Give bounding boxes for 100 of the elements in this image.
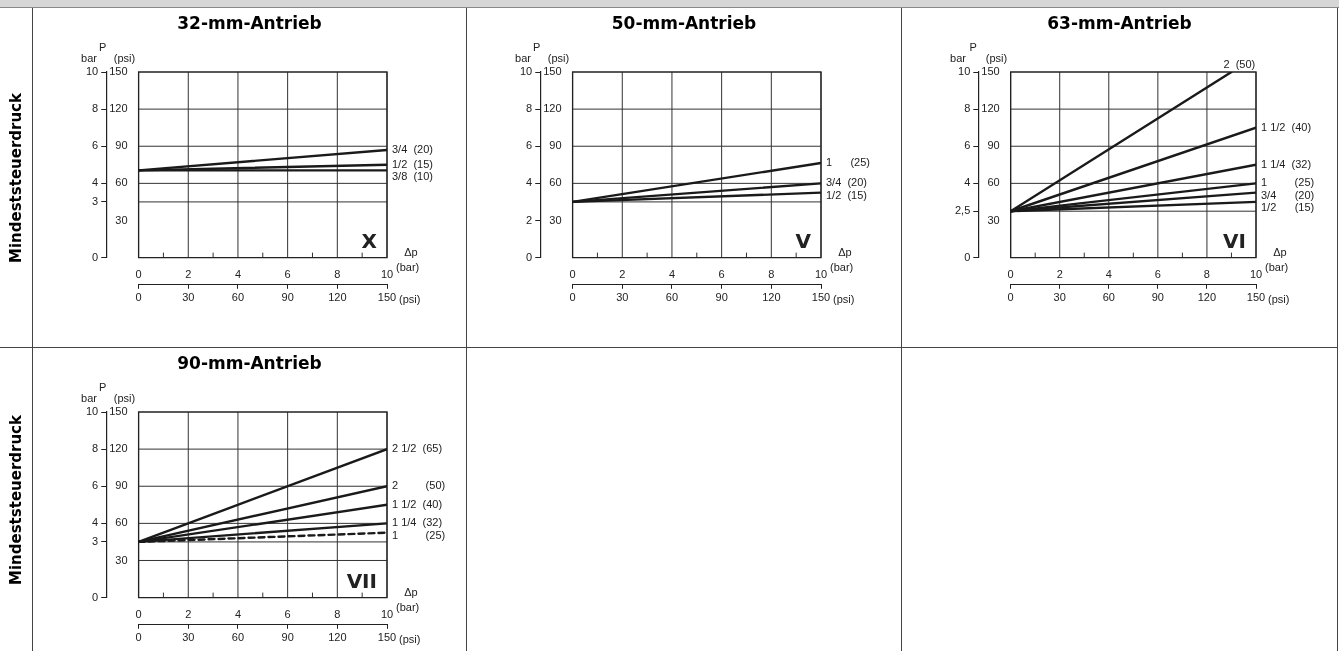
x2-axis-title: (psi) <box>1268 292 1290 305</box>
x-tick-label: 2 <box>619 268 626 281</box>
text: (bar) <box>830 260 854 273</box>
x2-tick-label: 0 <box>135 291 142 304</box>
x2-tick-label: 0 <box>569 291 576 304</box>
y-axis-title: bar <box>81 392 98 404</box>
y2-tick-label: 120 <box>981 102 1000 115</box>
x-tick-label: 4 <box>234 268 242 281</box>
x-tick-label: 0 <box>1007 268 1014 281</box>
x2-tick-label: 30 <box>182 291 195 304</box>
x2-tick-label: 120 <box>328 291 347 304</box>
x2-tick-label: 150 <box>377 631 397 644</box>
x-tick-label: 8 <box>768 268 775 281</box>
x2-tick-label: 60 <box>665 291 679 304</box>
text: P <box>98 381 107 393</box>
text: Mindeststeuerdruck <box>7 92 25 263</box>
text: Mindeststeuerdruck <box>7 414 25 585</box>
series-label: 1 1/4 (32) <box>392 516 443 529</box>
x-tick-label: 6 <box>718 268 725 281</box>
y-tick-label: 8 <box>964 102 971 115</box>
x2-axis-title: (psi) <box>399 292 421 305</box>
y2-tick-label: 60 <box>115 516 128 529</box>
chart-title: 50-mm-Antrieb <box>610 13 758 33</box>
y-tick-label: 0 <box>526 250 533 263</box>
x2-tick-label: 30 <box>1053 291 1066 304</box>
y-tick-label: 4 <box>92 516 99 529</box>
x2-tick-label: 60 <box>231 291 245 304</box>
text: (bar) <box>1265 260 1289 273</box>
y-tick-label: 8 <box>92 442 99 455</box>
x-tick-label: 8 <box>334 608 341 621</box>
y-tick-label: 8 <box>92 102 99 115</box>
y2-tick-label: 150 <box>109 65 128 78</box>
text: P <box>98 41 107 53</box>
series-label: 1/2 (15) <box>1261 201 1315 214</box>
y-tick-label: 3 <box>92 534 99 547</box>
x-tick-label: 8 <box>1203 268 1210 281</box>
y-tick-label: 0 <box>964 250 971 263</box>
y2-tick-label: 90 <box>549 139 562 152</box>
text: P <box>969 41 977 53</box>
y-tick-label: 6 <box>526 139 533 152</box>
series-label: 3/8 (10) <box>392 170 433 183</box>
y-tick-label: 8 <box>526 102 533 115</box>
x2-tick-label: 0 <box>135 631 142 644</box>
series-label: 3/4 (20) <box>826 176 867 189</box>
y-tick-label: 4 <box>964 176 971 189</box>
y2-tick-label: 60 <box>115 176 128 189</box>
series-label: 2 1/2 (65) <box>392 442 443 455</box>
x-tick-label: 0 <box>135 268 142 281</box>
x-tick-label: 8 <box>334 268 341 281</box>
x2-tick-label: 120 <box>762 291 781 304</box>
series-label: 1 1/2 (40) <box>1261 120 1312 133</box>
y-tick-label: 10 <box>958 65 971 78</box>
x-axis-title: Δp <box>404 245 418 258</box>
y2-tick-label: 30 <box>987 213 1000 226</box>
x-tick-label: 4 <box>234 608 242 621</box>
y2-tick-label: 30 <box>115 213 128 226</box>
y2-tick-label: 150 <box>543 65 562 78</box>
x-axis-title: Δp <box>838 245 852 258</box>
x2-tick-label: 120 <box>328 631 347 644</box>
x-tick-label: 6 <box>284 268 291 281</box>
y2-tick-label: 90 <box>987 139 1000 152</box>
x-tick-label: 0 <box>135 608 142 621</box>
x-tick-label: 10 <box>380 268 394 281</box>
series-label: 1 (25) <box>826 155 871 168</box>
annotation: V <box>795 228 812 253</box>
y-axis-title: bar <box>81 52 98 64</box>
y2-axis-title: (psi) <box>113 52 136 64</box>
y2-tick-label: 90 <box>115 139 128 152</box>
y-tick-label: 10 <box>85 405 99 418</box>
series-label: 1/2 (15) <box>392 157 433 170</box>
x-tick-label: 4 <box>1105 268 1112 281</box>
x2-tick-label: 60 <box>1102 291 1115 304</box>
annotation: VII <box>346 568 377 593</box>
x-tick-label: 10 <box>1249 268 1263 281</box>
text: (bar) <box>396 260 420 273</box>
y2-tick-label: 60 <box>987 176 1000 189</box>
y2-tick-label: 150 <box>981 65 1000 78</box>
x2-tick-label: 120 <box>1197 291 1217 304</box>
y-tick-label: 4 <box>92 176 99 189</box>
y-axis-title: bar <box>515 52 532 64</box>
y-tick-label: 10 <box>519 65 533 78</box>
x-tick-label: 2 <box>185 608 192 621</box>
y2-tick-label: 60 <box>549 176 562 189</box>
series-label: 3/4 (20) <box>392 142 433 155</box>
x-tick-label: 6 <box>284 608 291 621</box>
x2-axis-title: (psi) <box>833 292 855 305</box>
chart-title: 32-mm-Antrieb <box>176 13 323 33</box>
y-tick-label: 6 <box>92 479 99 492</box>
y2-tick-label: 120 <box>543 102 562 115</box>
y2-tick-label: 90 <box>115 479 128 492</box>
y-tick-label: 2 <box>526 213 533 226</box>
y2-tick-label: 150 <box>109 405 128 418</box>
x2-tick-label: 150 <box>377 291 397 304</box>
x2-tick-label: 150 <box>811 291 831 304</box>
x-tick-label: 2 <box>185 268 192 281</box>
y2-tick-label: 120 <box>109 102 128 115</box>
y2-axis-title: (psi) <box>547 52 570 64</box>
y-tick-label: 6 <box>92 139 99 152</box>
x-tick-label: 0 <box>569 268 576 281</box>
x2-tick-label: 30 <box>616 291 629 304</box>
